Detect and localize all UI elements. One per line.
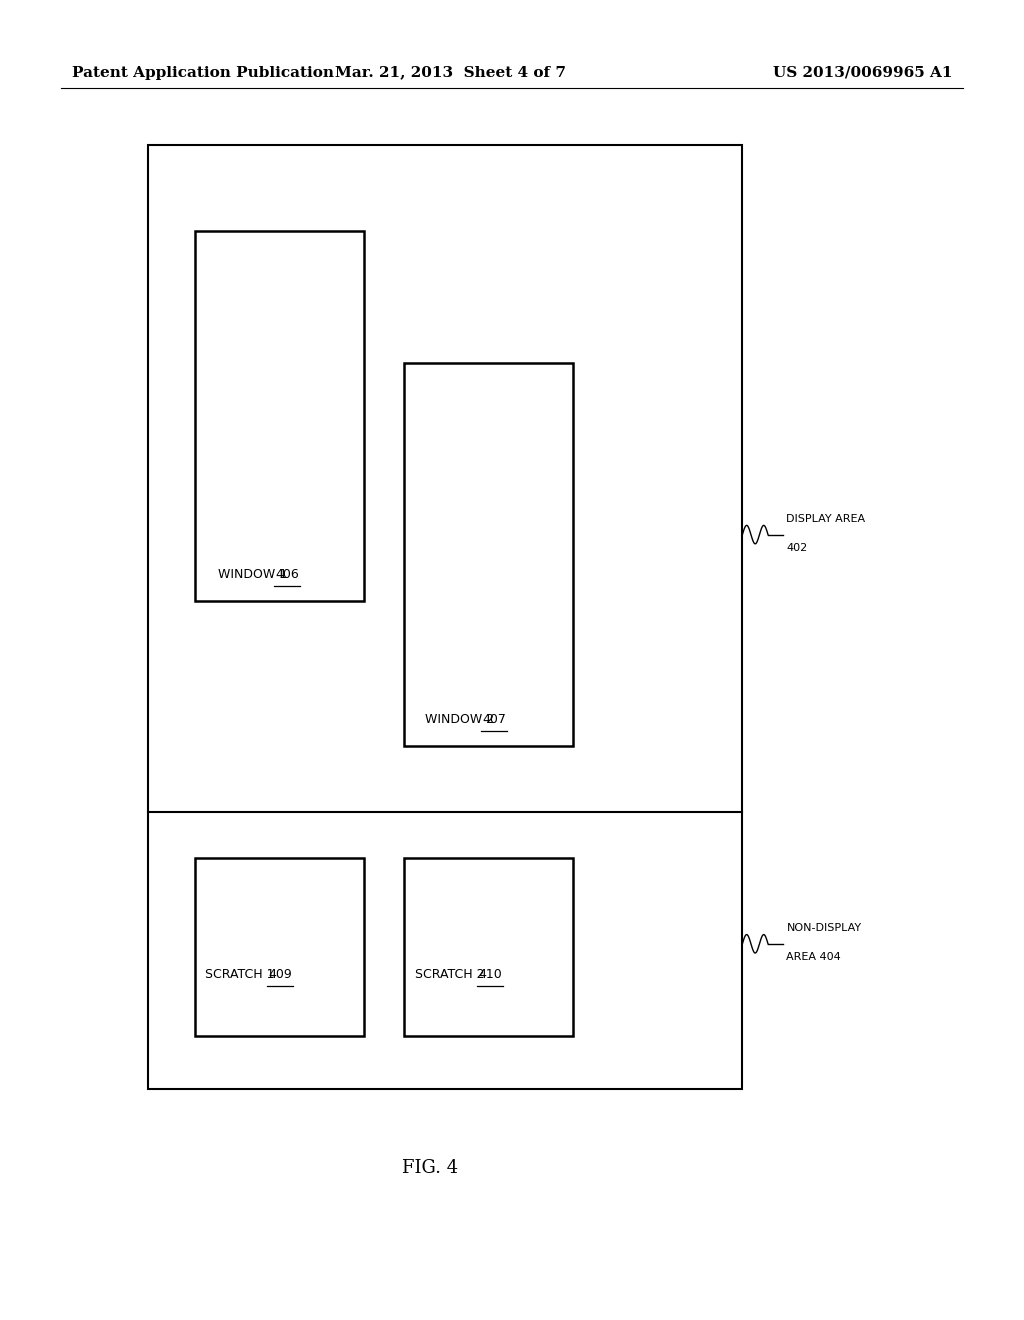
- Text: 406: 406: [275, 568, 299, 581]
- Text: Mar. 21, 2013  Sheet 4 of 7: Mar. 21, 2013 Sheet 4 of 7: [335, 66, 566, 79]
- Text: Patent Application Publication: Patent Application Publication: [72, 66, 334, 79]
- Text: NON-DISPLAY: NON-DISPLAY: [786, 923, 861, 933]
- Text: SCRATCH 2: SCRATCH 2: [415, 968, 488, 981]
- Text: DISPLAY AREA: DISPLAY AREA: [786, 513, 865, 524]
- Text: SCRATCH 1: SCRATCH 1: [205, 968, 279, 981]
- Bar: [148, 145, 742, 1089]
- Text: US 2013/0069965 A1: US 2013/0069965 A1: [773, 66, 952, 79]
- Text: 402: 402: [786, 543, 808, 553]
- Text: 409: 409: [268, 968, 292, 981]
- Bar: [404, 363, 573, 746]
- Bar: [195, 858, 364, 1036]
- Text: WINDOW 2: WINDOW 2: [425, 713, 498, 726]
- Text: AREA 404: AREA 404: [786, 952, 841, 962]
- Bar: [195, 231, 364, 601]
- Text: 410: 410: [478, 968, 502, 981]
- Text: FIG. 4: FIG. 4: [402, 1159, 458, 1177]
- Bar: [404, 858, 573, 1036]
- Text: 407: 407: [482, 713, 506, 726]
- Text: WINDOW 1: WINDOW 1: [218, 568, 291, 581]
